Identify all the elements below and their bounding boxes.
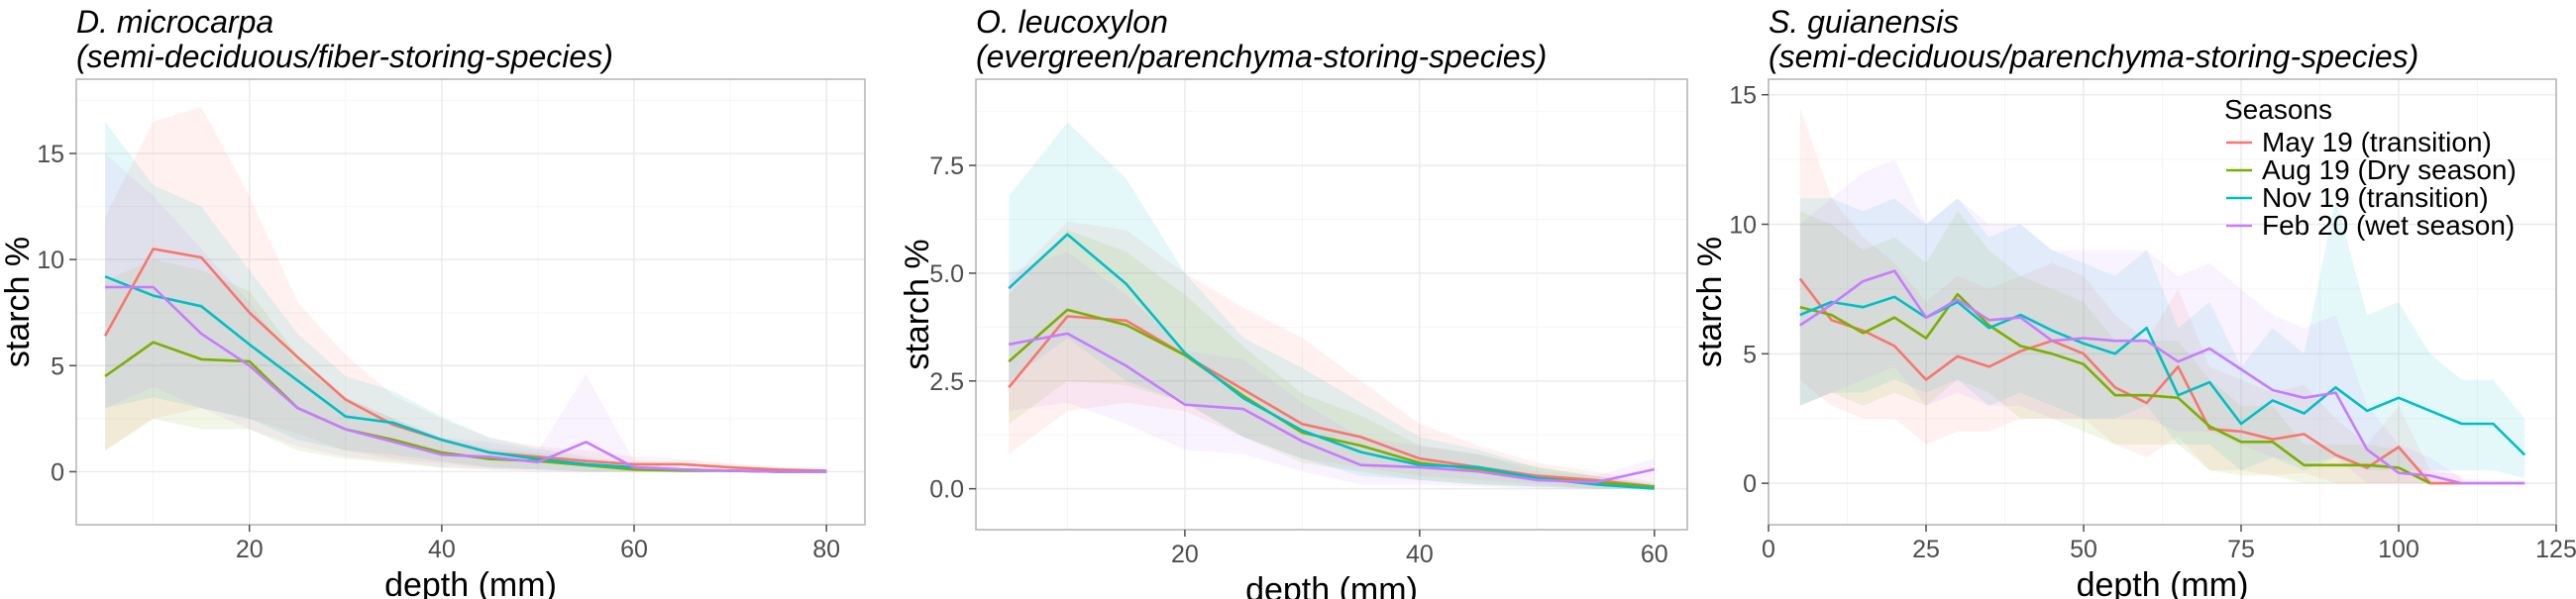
legend-label-nov-19-transition: Nov 19 (transition) <box>2262 182 2489 213</box>
y-tick-label: 5.0 <box>929 260 964 288</box>
y-tick-label: 0 <box>51 458 64 486</box>
ribbon-feb-20-wet-season <box>1799 159 2525 484</box>
y-axis-label: starch % <box>1691 237 1729 367</box>
x-tick-label: 0 <box>1762 536 1775 563</box>
y-tick-label: 5 <box>1743 341 1757 368</box>
legend-label-feb-20-wet-season: Feb 20 (wet season) <box>2262 210 2515 241</box>
series-line-may-19-transition <box>1008 315 1655 488</box>
x-axis-label: depth (mm) <box>2077 566 2249 599</box>
ribbon-feb-20-wet-season <box>105 153 827 472</box>
panel-title: S. guianensis <box>1769 4 1959 40</box>
ribbon-aug-19-dry-season <box>1009 230 1655 489</box>
panel-2: 20 40 60 0.0 2.5 5.0 7.5 O. leucoxylon(evergree… <box>899 4 1688 599</box>
series-line-feb-20-wet-season <box>105 285 827 473</box>
panel-1: 20 40 60 80 0 5 10 15 D. microcarpa(semi-deciduo… <box>0 4 866 599</box>
y-tick-label: 7.5 <box>929 152 964 180</box>
y-axis-label: starch % <box>0 237 37 367</box>
y-tick-label: 0.0 <box>929 476 964 504</box>
y-axis-label: starch % <box>899 239 936 369</box>
y-tick-label: 10 <box>37 247 64 274</box>
x-tick-label: 125 <box>2535 536 2576 563</box>
x-tick-label: 40 <box>428 536 456 563</box>
ribbon-may-19-transition <box>1009 221 1655 489</box>
series-line-aug-19-dry-season <box>1799 292 2431 485</box>
panel-subtitle: (semi-deciduous/parenchyma-storing-speci… <box>1769 39 2418 74</box>
ribbon-may-19-transition <box>105 106 827 472</box>
x-tick-label: 20 <box>1171 541 1199 568</box>
panel-title: O. leucoxylon <box>976 4 1168 40</box>
series-line-feb-20-wet-season <box>1008 332 1656 484</box>
grid <box>976 79 1687 530</box>
ribbon-aug-19-dry-season <box>105 259 827 472</box>
y-tick-label: 10 <box>1729 212 1757 240</box>
ribbon-nov-19-transition <box>105 121 827 472</box>
panel-3: 0 25 50 75 100 125 0 5 10 15 S. guianensis(semi-de… <box>1691 4 2576 599</box>
panel-border <box>975 78 1688 531</box>
x-axis-label: depth (mm) <box>1245 571 1418 599</box>
x-tick-label: 80 <box>812 536 840 563</box>
x-axis-label: depth (mm) <box>384 566 557 599</box>
x-tick-label: 60 <box>620 536 648 563</box>
x-tick-label: 25 <box>1912 536 1940 563</box>
legend-title: Seasons <box>2224 94 2332 125</box>
panel-title: D. microcarpa <box>76 4 273 40</box>
ribbon-aug-19-dry-season <box>1799 211 2430 484</box>
x-tick-label: 50 <box>2070 536 2097 563</box>
ribbon-may-19-transition <box>1799 107 2462 484</box>
x-tick-label: 20 <box>236 536 264 563</box>
series-line-nov-19-transition <box>1799 295 2526 456</box>
y-tick-label: 2.5 <box>929 368 964 396</box>
y-tick-label: 5 <box>51 352 64 380</box>
ribbon-feb-20-wet-season <box>1009 251 1655 489</box>
series-line-nov-19-transition <box>1008 233 1655 490</box>
panel-subtitle: (semi-deciduous/fiber-storing-species) <box>76 39 613 74</box>
ribbon-nov-19-transition <box>1009 122 1655 489</box>
legend-label-aug-19-dry-season: Aug 19 (Dry season) <box>2262 154 2517 185</box>
legend-label-may-19-transition: May 19 (transition) <box>2262 127 2492 157</box>
y-tick-label: 0 <box>1743 470 1757 498</box>
x-tick-label: 75 <box>2227 536 2255 563</box>
x-tick-label: 60 <box>1641 541 1668 568</box>
panel-border <box>75 78 866 526</box>
panel-border <box>1768 78 2557 526</box>
x-tick-label: 40 <box>1406 541 1434 568</box>
series-line-feb-20-wet-season <box>1799 269 2525 485</box>
y-tick-label: 15 <box>1729 82 1757 110</box>
panel-subtitle: (evergreen/parenchyma-storing-species) <box>976 39 1547 74</box>
y-tick-label: 15 <box>37 141 64 168</box>
x-tick-label: 100 <box>2378 536 2419 563</box>
